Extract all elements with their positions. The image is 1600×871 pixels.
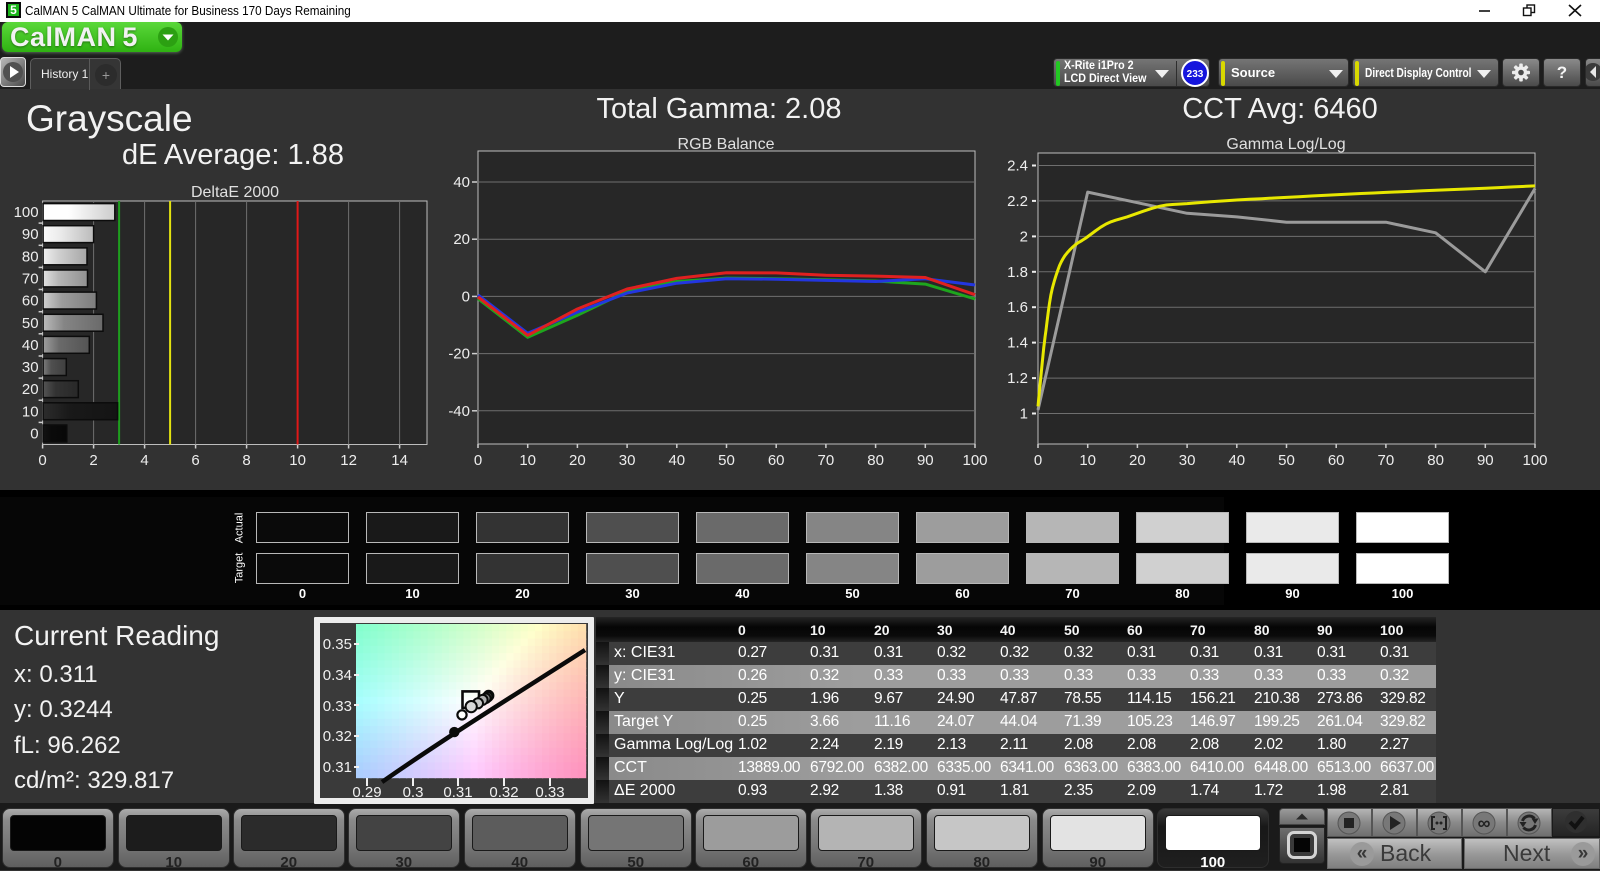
svg-text:1.4: 1.4 [1007, 335, 1028, 352]
svg-text:100: 100 [962, 452, 987, 469]
svg-text:10: 10 [22, 403, 39, 420]
svg-text:233: 233 [1187, 69, 1204, 80]
svg-text:4: 4 [140, 452, 148, 469]
svg-text:30: 30 [22, 359, 39, 376]
svg-text:2: 2 [1020, 228, 1028, 245]
svg-text:0.32: 0.32 [489, 784, 518, 801]
svg-text:20: 20 [1129, 452, 1146, 469]
svg-text:-40: -40 [448, 403, 470, 420]
svg-text:80: 80 [22, 248, 39, 265]
svg-text:60: 60 [1328, 452, 1345, 469]
svg-text:1.2: 1.2 [1007, 370, 1028, 387]
svg-text:40: 40 [22, 337, 39, 354]
svg-text:0: 0 [462, 288, 470, 305]
svg-text:40: 40 [668, 452, 685, 469]
svg-text:20: 20 [569, 452, 586, 469]
svg-text:0.32: 0.32 [323, 728, 352, 745]
svg-text:100: 100 [14, 204, 39, 221]
svg-text:0: 0 [1034, 452, 1042, 469]
svg-text:+: + [102, 67, 110, 83]
svg-text:30: 30 [1179, 452, 1196, 469]
svg-text:DeltaE 2000: DeltaE 2000 [191, 184, 279, 201]
svg-text:0: 0 [30, 425, 38, 442]
svg-text:80: 80 [1427, 452, 1444, 469]
svg-text:40: 40 [453, 174, 470, 191]
svg-text:0.34: 0.34 [323, 667, 352, 684]
svg-text:Gamma Log/Log: Gamma Log/Log [1226, 136, 1345, 153]
svg-text:90: 90 [917, 452, 934, 469]
svg-text:100: 100 [1522, 452, 1547, 469]
svg-text:0.31: 0.31 [443, 784, 472, 801]
svg-text:0.3: 0.3 [403, 784, 424, 801]
svg-text:14: 14 [391, 452, 408, 469]
svg-text:-20: -20 [448, 346, 470, 363]
svg-text:1: 1 [1020, 406, 1028, 423]
svg-text:10: 10 [1079, 452, 1096, 469]
svg-text:50: 50 [22, 315, 39, 332]
svg-text:0.33: 0.33 [535, 784, 564, 801]
svg-text:70: 70 [1378, 452, 1395, 469]
svg-text:10: 10 [519, 452, 536, 469]
svg-text:10: 10 [289, 452, 306, 469]
svg-text:0.31: 0.31 [323, 759, 352, 776]
svg-text:∞: ∞ [1478, 813, 1491, 833]
svg-text:80: 80 [867, 452, 884, 469]
svg-text:40: 40 [1228, 452, 1245, 469]
svg-text:Total Gamma: 2.08: Total Gamma: 2.08 [597, 93, 842, 125]
svg-text:0: 0 [38, 452, 46, 469]
svg-text:70: 70 [22, 271, 39, 288]
svg-text:2: 2 [89, 452, 97, 469]
svg-text:20: 20 [453, 231, 470, 248]
svg-text:dE Average: 1.88: dE Average: 1.88 [122, 139, 344, 171]
svg-text:90: 90 [22, 226, 39, 243]
svg-text:0.29: 0.29 [352, 784, 381, 801]
svg-text:1.6: 1.6 [1007, 299, 1028, 316]
svg-text:50: 50 [718, 452, 735, 469]
svg-text:60: 60 [768, 452, 785, 469]
svg-text:CCT Avg: 6460: CCT Avg: 6460 [1182, 93, 1378, 125]
svg-text:RGB Balance: RGB Balance [678, 136, 775, 153]
svg-text:2.4: 2.4 [1007, 158, 1028, 175]
svg-text:50: 50 [1278, 452, 1295, 469]
svg-text:20: 20 [22, 381, 39, 398]
svg-text:Grayscale: Grayscale [26, 98, 193, 139]
svg-text:70: 70 [818, 452, 835, 469]
svg-text:12: 12 [340, 452, 357, 469]
svg-text:0.35: 0.35 [323, 636, 352, 653]
svg-text:6: 6 [191, 452, 199, 469]
svg-text:0: 0 [474, 452, 482, 469]
svg-text:90: 90 [1477, 452, 1494, 469]
svg-text:2.2: 2.2 [1007, 193, 1028, 210]
svg-text:30: 30 [619, 452, 636, 469]
svg-text:60: 60 [22, 293, 39, 310]
svg-text:0.33: 0.33 [323, 698, 352, 715]
svg-text:1.8: 1.8 [1007, 264, 1028, 281]
svg-text:8: 8 [242, 452, 250, 469]
